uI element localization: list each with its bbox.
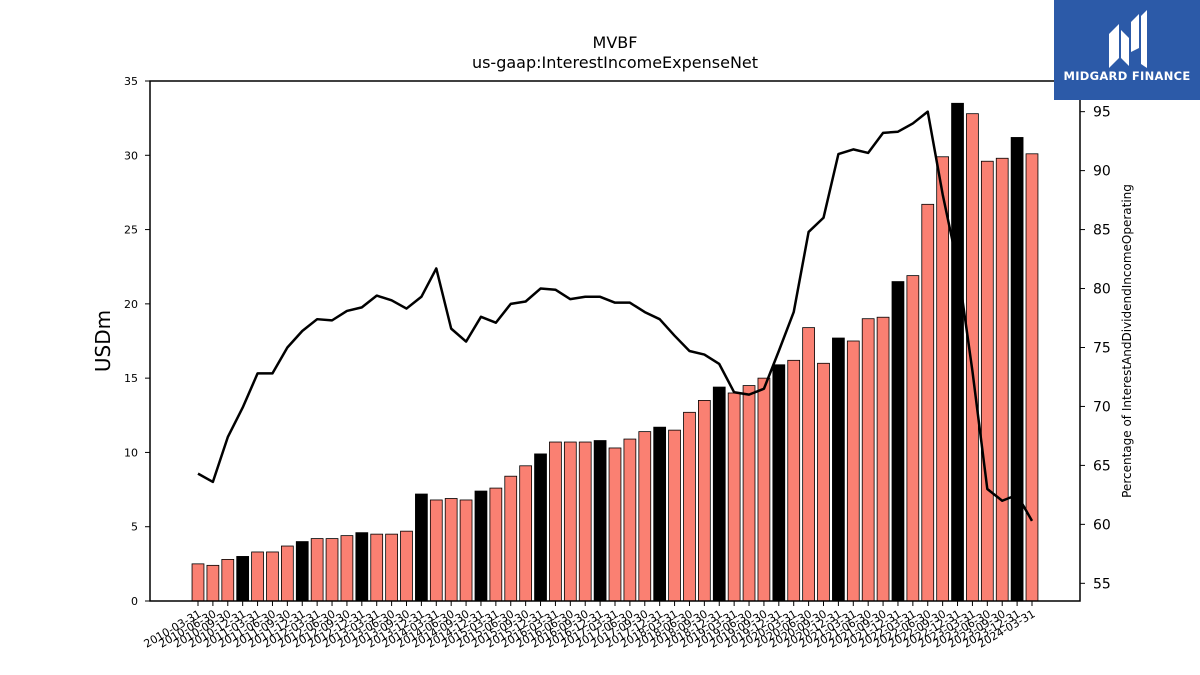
- bar: [683, 411, 696, 602]
- bar: [742, 385, 756, 602]
- line-series: [197, 110, 1034, 522]
- bar: [310, 538, 324, 602]
- y2-tick-label: 55: [1093, 576, 1111, 592]
- y-tick-label: 0: [131, 595, 138, 608]
- company-logo: MIDGARD FINANCE: [1054, 0, 1200, 100]
- bar: [608, 447, 622, 602]
- y-tick-label: 20: [124, 298, 138, 311]
- bar: [653, 426, 667, 602]
- bar: [459, 499, 473, 602]
- bar: [876, 316, 890, 602]
- bar: [266, 551, 279, 602]
- bar: [325, 538, 339, 602]
- y2-tick-label: 95: [1093, 105, 1111, 121]
- bar: [340, 535, 354, 602]
- y2-tick-label: 65: [1093, 458, 1111, 474]
- bar: [444, 498, 458, 602]
- bar: [817, 362, 830, 602]
- bar: [355, 532, 369, 602]
- y-axis-label: USDm: [91, 310, 115, 372]
- bar: [921, 203, 935, 602]
- bar: [534, 453, 547, 602]
- bar: [727, 392, 741, 602]
- bar: [474, 490, 488, 602]
- bar: [668, 429, 681, 602]
- bar: [966, 113, 979, 602]
- y-tick-label: 25: [124, 224, 138, 237]
- bar: [698, 400, 711, 602]
- bar: [370, 533, 384, 602]
- y2-tick-label: 80: [1093, 282, 1111, 298]
- bar: [712, 386, 726, 602]
- bar: [593, 440, 607, 602]
- bar: [623, 438, 637, 602]
- bar: [787, 359, 801, 602]
- y2-tick-label: 90: [1093, 164, 1111, 180]
- y-tick-label: 5: [131, 521, 138, 534]
- bar: [757, 377, 771, 602]
- y-tick-label: 35: [124, 75, 138, 88]
- bar: [295, 541, 309, 602]
- bar: [280, 545, 294, 602]
- bar: [504, 475, 518, 602]
- bar: [385, 533, 398, 602]
- bar: [1010, 137, 1024, 602]
- bar: [936, 156, 950, 602]
- bar: [861, 318, 875, 602]
- bar: [236, 556, 250, 602]
- bar-series: [191, 102, 1039, 602]
- bar: [251, 551, 264, 602]
- line-path: [197, 110, 1034, 522]
- bar: [995, 157, 1009, 602]
- y2-tick-label: 75: [1093, 340, 1111, 356]
- y2-tick-label: 60: [1093, 517, 1111, 533]
- bar: [832, 337, 845, 602]
- bar: [980, 160, 994, 602]
- axes: 051015202530355560657075808590952010-03-…: [124, 75, 1111, 651]
- bar: [519, 465, 533, 602]
- bar: [951, 102, 964, 602]
- y-tick-label: 30: [124, 149, 138, 162]
- bar: [415, 493, 428, 602]
- y-tick-label: 15: [124, 372, 138, 385]
- y2-tick-label: 85: [1093, 223, 1111, 239]
- chart-title: MVBF: [593, 33, 638, 52]
- chart-subtitle: us-gaap:InterestIncomeExpenseNet: [472, 53, 758, 72]
- logo-text: MIDGARD FINANCE: [1063, 69, 1191, 83]
- bar: [489, 487, 503, 602]
- bar: [221, 559, 235, 602]
- bar: [191, 563, 205, 602]
- bar: [906, 275, 920, 602]
- bar: [802, 327, 815, 602]
- bar: [429, 499, 443, 602]
- bar: [1025, 153, 1039, 602]
- y2-tick-label: 70: [1093, 399, 1111, 415]
- bar: [563, 441, 577, 602]
- bar: [638, 431, 652, 602]
- logo-mark-icon: [1109, 10, 1147, 68]
- bar: [400, 530, 413, 602]
- bar: [549, 441, 562, 602]
- bar: [206, 564, 220, 602]
- bar: [578, 441, 592, 602]
- bar: [891, 281, 905, 602]
- bar: [772, 364, 786, 602]
- bar: [846, 340, 860, 602]
- y-tick-label: 10: [124, 446, 138, 459]
- y2-axis-label: Percentage of InterestAndDividendIncomeO…: [1120, 184, 1134, 498]
